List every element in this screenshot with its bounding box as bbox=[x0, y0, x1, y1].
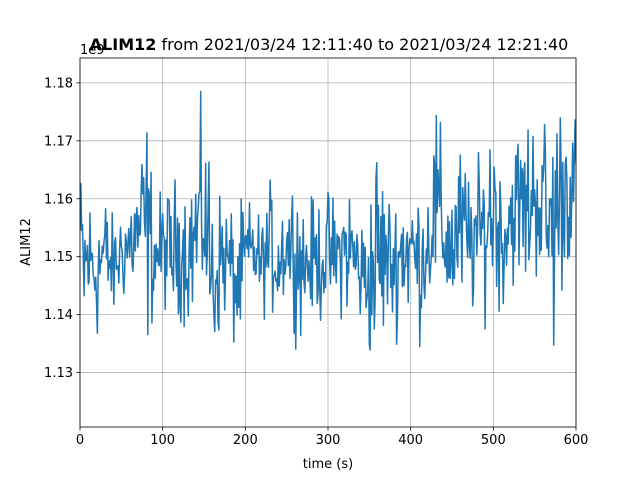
chart-title: ALIM12 from 2021/03/24 12:11:40 to 2021/… bbox=[90, 35, 569, 54]
x-tick-label: 500 bbox=[481, 433, 506, 448]
x-tick-label: 200 bbox=[233, 433, 258, 448]
series-line-alim12 bbox=[80, 90, 576, 351]
x-axis-label: time (s) bbox=[303, 457, 353, 472]
x-tick-label: 400 bbox=[398, 433, 423, 448]
y-offset-label: 1e9 bbox=[80, 43, 105, 58]
y-axis-label: ALIM12 bbox=[19, 218, 34, 266]
y-tick-label: 1.13 bbox=[44, 366, 73, 381]
x-tick-label: 300 bbox=[316, 433, 341, 448]
x-axis-ticks: 0 100 200 300 400 500 600 bbox=[76, 427, 589, 448]
y-tick-label: 1.16 bbox=[44, 192, 73, 207]
x-tick-label: 0 bbox=[76, 433, 84, 448]
chart-title-bold: ALIM12 bbox=[90, 35, 157, 54]
x-tick-label: 600 bbox=[564, 433, 589, 448]
y-tick-label: 1.18 bbox=[44, 76, 73, 91]
x-tick-label: 100 bbox=[150, 433, 175, 448]
y-tick-label: 1.17 bbox=[44, 134, 73, 149]
y-axis-ticks: 1.13 1.14 1.15 1.16 1.17 1.18 bbox=[44, 76, 80, 381]
chart-title-rest: from 2021/03/24 12:11:40 to 2021/03/24 1… bbox=[156, 35, 568, 54]
y-tick-label: 1.15 bbox=[44, 250, 73, 265]
y-tick-label: 1.14 bbox=[44, 308, 73, 323]
